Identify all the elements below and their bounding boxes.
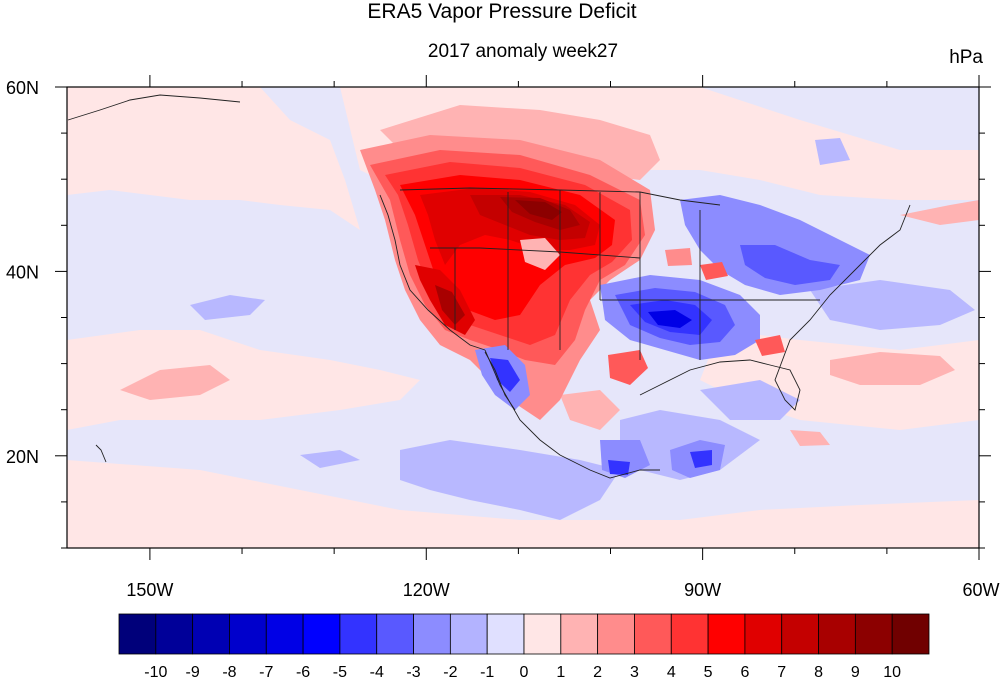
colorbar-box <box>118 613 157 655</box>
colorbar-box <box>707 613 746 655</box>
colorbar-label: 2 <box>593 664 602 681</box>
colorbar-box <box>486 613 525 655</box>
colorbar-label: -1 <box>480 664 494 681</box>
lon-tick-label: 90W <box>684 580 721 600</box>
units-label: hPa <box>949 47 983 68</box>
colorbar-label: 6 <box>740 664 749 681</box>
colorbar-box <box>339 613 378 655</box>
lat-tick-label: 60N <box>6 78 39 98</box>
colorbar-label: -2 <box>443 664 457 681</box>
colorbar-box <box>781 613 819 655</box>
map-panel <box>67 87 979 548</box>
colorbar-label: 8 <box>814 664 823 681</box>
colorbar-label: -3 <box>406 664 420 681</box>
colorbar-label: -7 <box>259 664 273 681</box>
figure-subtitle: 2017 anomaly week27 <box>428 41 618 62</box>
colorbar-label: 7 <box>777 664 786 681</box>
map-ticks <box>55 75 991 560</box>
figure-title: ERA5 Vapor Pressure Deficit <box>367 0 636 23</box>
colorbar-labels: -10 -9 -8 -7 -6 -5 -4 -3 -2 -1 0 1 2 3 4 5 6 7 8 9 10 <box>144 664 901 681</box>
colorbar-box <box>413 613 451 655</box>
coastlines <box>67 94 911 479</box>
colorbar-box <box>523 613 562 655</box>
colorbar-box <box>891 613 930 655</box>
colorbar-box <box>634 613 672 655</box>
anomaly-positive-pockets <box>608 248 785 385</box>
colorbar-label: 4 <box>667 664 676 681</box>
colorbar-box <box>192 613 230 655</box>
colorbar-label: -4 <box>370 664 384 681</box>
colorbar-label: 3 <box>630 664 639 681</box>
colorbar <box>118 613 930 655</box>
colorbar-label: 9 <box>851 664 860 681</box>
lat-tick-label: 40N <box>6 262 39 282</box>
map-tick-labels: 150W 120W 90W 60W 60N 40N 20N <box>6 78 1000 600</box>
lon-tick-label: 120W <box>403 580 450 600</box>
colorbar-label: -5 <box>333 664 347 681</box>
colorbar-box <box>560 613 599 655</box>
colorbar-box <box>376 613 414 655</box>
colorbar-box <box>597 613 635 655</box>
colorbar-label: -6 <box>296 664 310 681</box>
lon-tick-label: 150W <box>126 580 173 600</box>
lon-tick-label: 60W <box>962 580 999 600</box>
colorbar-label: 10 <box>883 664 901 681</box>
colorbar-box <box>265 613 304 655</box>
colorbar-label: 0 <box>520 664 529 681</box>
colorbar-box <box>449 613 488 655</box>
colorbar-label: 1 <box>556 664 565 681</box>
anomaly-negative-light <box>190 138 975 520</box>
colorbar-label: -9 <box>186 664 200 681</box>
colorbar-label: -10 <box>144 664 167 681</box>
colorbar-box <box>818 613 856 655</box>
colorbar-box <box>670 613 709 655</box>
lat-tick-label: 20N <box>6 447 39 467</box>
colorbar-label: 5 <box>704 664 713 681</box>
colorbar-label: -8 <box>222 664 236 681</box>
colorbar-box <box>744 613 783 655</box>
colorbar-box <box>302 613 341 655</box>
colorbar-box <box>854 613 893 655</box>
colorbar-box <box>229 613 267 655</box>
colorbar-box <box>155 613 194 655</box>
